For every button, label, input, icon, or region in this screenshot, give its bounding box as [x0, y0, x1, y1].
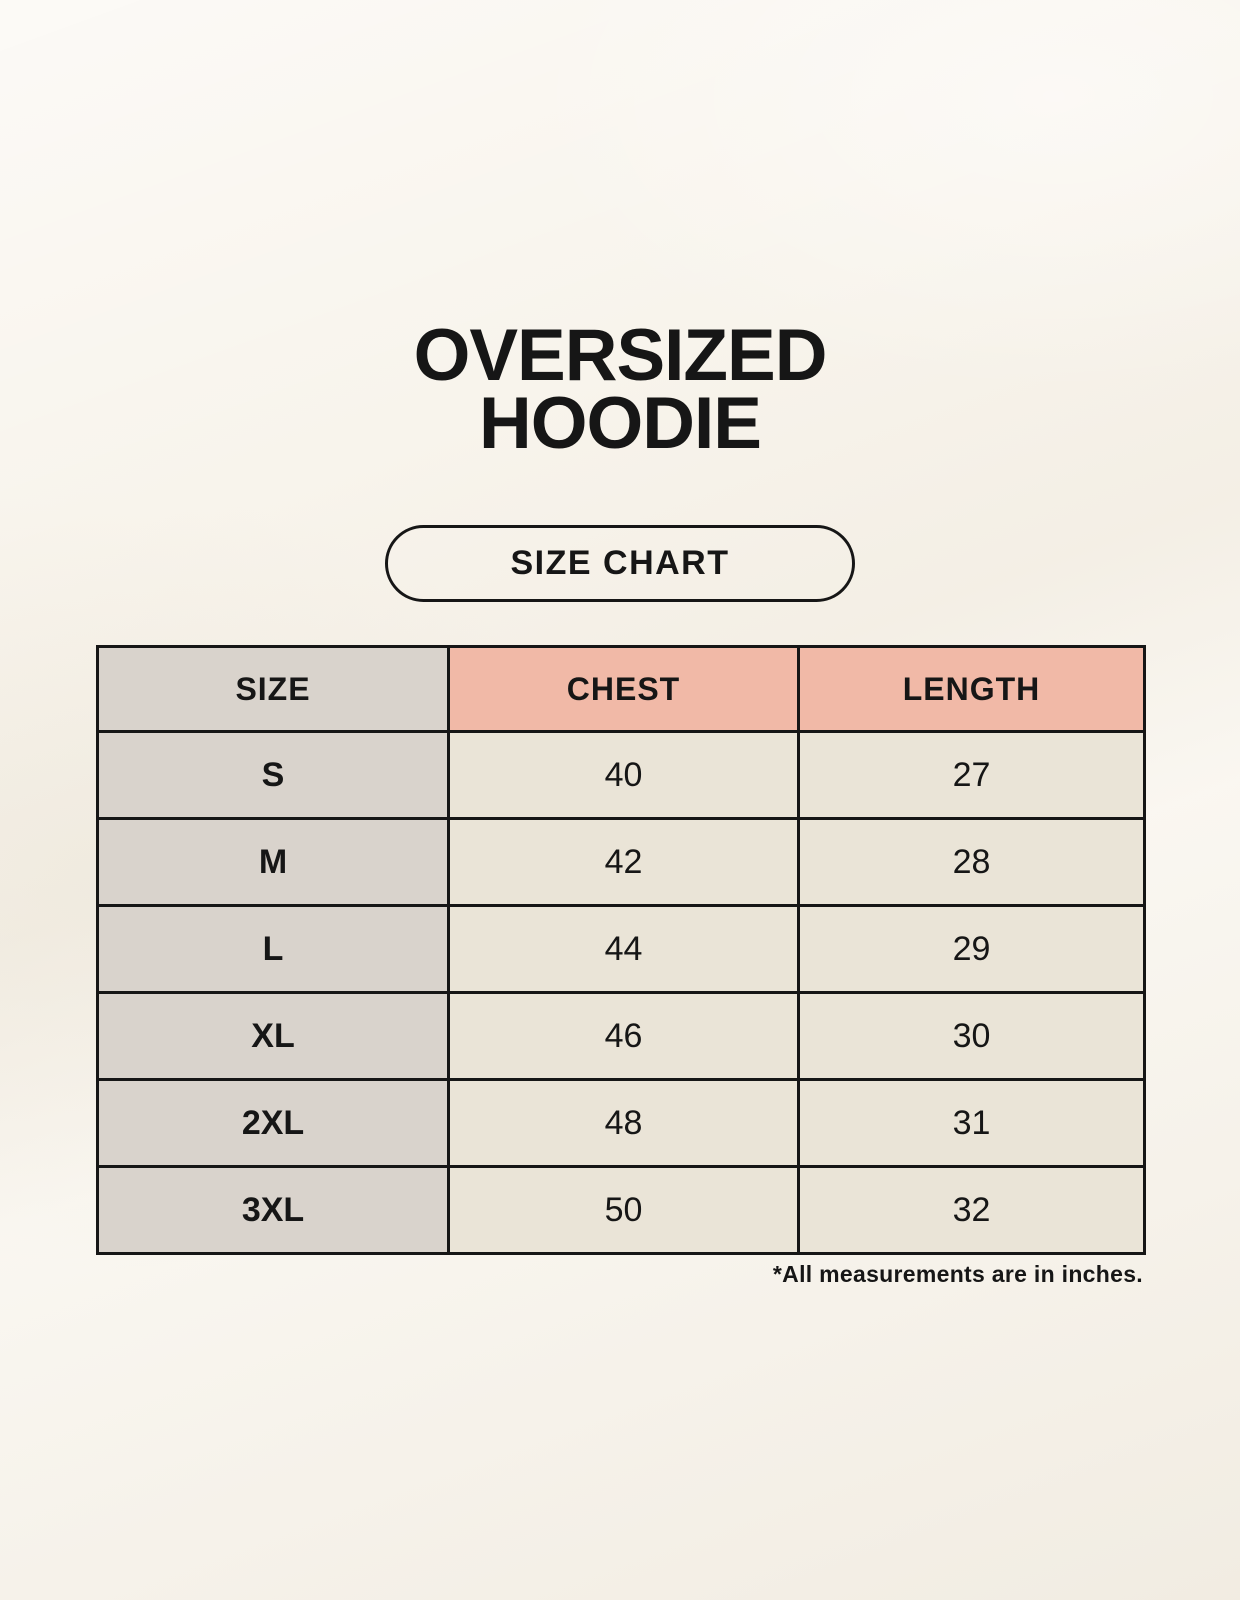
- table-row: L 44 29: [96, 904, 1146, 994]
- size-chart-button[interactable]: SIZE CHART: [385, 525, 855, 602]
- table-row: XL 46 30: [96, 991, 1146, 1081]
- size-cell: L: [96, 904, 450, 994]
- chest-cell: 42: [447, 817, 800, 907]
- length-cell: 28: [797, 817, 1146, 907]
- chest-cell: 46: [447, 991, 800, 1081]
- table-row: 2XL 48 31: [96, 1078, 1146, 1168]
- size-cell: M: [96, 817, 450, 907]
- chest-cell: 40: [447, 730, 800, 820]
- table-header-row: SIZE CHEST LENGTH: [96, 645, 1146, 733]
- size-chart-table: SIZE CHEST LENGTH S 40 27 M 42 28 L 44 29 XL 46 30 2…: [96, 645, 1146, 1255]
- chest-cell: 50: [447, 1165, 800, 1255]
- table-row: 3XL 50 32: [96, 1165, 1146, 1255]
- column-header-size: SIZE: [96, 645, 450, 733]
- column-header-length: LENGTH: [797, 645, 1146, 733]
- size-cell: XL: [96, 991, 450, 1081]
- column-header-chest: CHEST: [447, 645, 800, 733]
- product-title-line-2: HOODIE: [479, 383, 762, 464]
- length-cell: 27: [797, 730, 1146, 820]
- table-row: S 40 27: [96, 730, 1146, 820]
- length-cell: 29: [797, 904, 1146, 994]
- product-title-line-1: OVERSIZED: [413, 315, 828, 396]
- size-cell: S: [96, 730, 450, 820]
- length-cell: 30: [797, 991, 1146, 1081]
- length-cell: 31: [797, 1078, 1146, 1168]
- length-cell: 32: [797, 1165, 1146, 1255]
- size-cell: 2XL: [96, 1078, 450, 1168]
- product-title: OVERSIZED HOODIE: [0, 315, 1240, 464]
- table-row: M 42 28: [96, 817, 1146, 907]
- measurements-footnote: *All measurements are in inches.: [772, 1261, 1143, 1287]
- size-chart-button-label: SIZE CHART: [510, 544, 730, 582]
- size-cell: 3XL: [96, 1165, 450, 1255]
- chest-cell: 48: [447, 1078, 800, 1168]
- chest-cell: 44: [447, 904, 800, 994]
